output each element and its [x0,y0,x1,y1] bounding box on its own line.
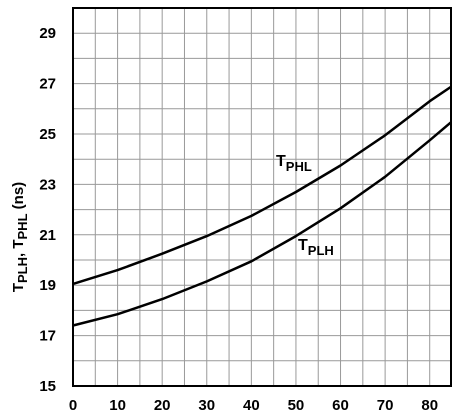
y-tick-label: 29 [39,25,56,42]
x-tick-label: 40 [243,397,260,414]
y-tick-label: 25 [39,126,56,143]
series-label-tphl: TPHL [276,153,312,174]
plot-frame [72,7,452,387]
x-tick-label: 20 [154,397,171,414]
series-label-tplh: TPLH [298,237,334,258]
x-tick-label: 60 [332,397,349,414]
y-tick-label: 27 [39,76,56,93]
y-tick-label: 23 [39,176,56,193]
series-line-tplh [72,120,452,327]
x-tick-label: 80 [421,397,438,414]
y-axis-label: TPLH, TPHL (ns) [10,182,30,292]
grid [73,8,452,386]
y-tick-label: 21 [39,227,56,244]
y-tick-label: 19 [39,277,56,294]
x-tick-label: 30 [198,397,215,414]
series-lines [72,85,452,327]
x-tick-label: 70 [377,397,394,414]
x-tick-label: 0 [69,397,77,414]
y-tick-label: 15 [39,378,56,395]
x-tick-labels: 0 10 20 30 40 50 60 70 80 [69,397,438,414]
x-tick-label: 50 [288,397,305,414]
series-line-tphl [72,85,452,286]
y-tick-labels: 15 17 19 21 23 25 27 29 [39,25,56,395]
x-tick-label: 10 [109,397,126,414]
y-tick-label: 17 [39,328,56,345]
